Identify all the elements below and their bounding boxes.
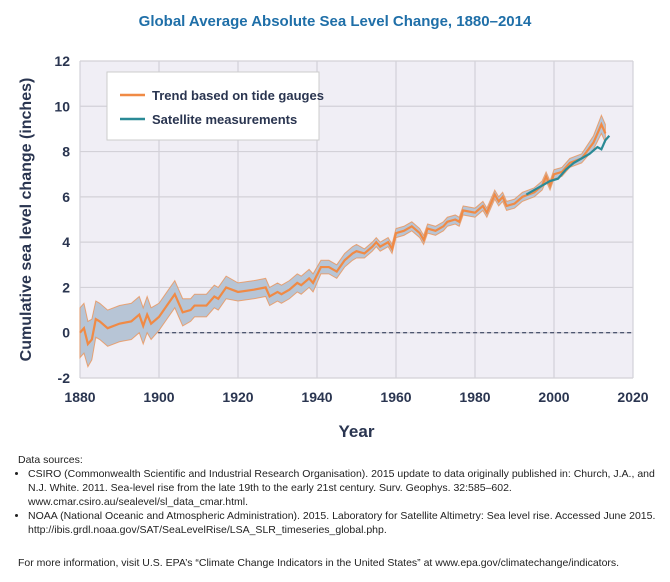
x-tick-label: 2000 bbox=[538, 389, 569, 405]
satellite-line bbox=[525, 134, 611, 196]
footer-note: For more information, visit U.S. EPA’s “… bbox=[18, 557, 620, 569]
y-tick-label: 10 bbox=[54, 98, 70, 114]
y-tick-label: 2 bbox=[62, 279, 70, 295]
x-tick-label: 1880 bbox=[64, 389, 95, 405]
sources-heading: Data sources: bbox=[18, 454, 83, 466]
x-tick-label: 1980 bbox=[459, 389, 490, 405]
y-tick-label: -2 bbox=[58, 370, 71, 386]
legend-box bbox=[106, 71, 320, 141]
legend-label: Trend based on tide gauges bbox=[152, 88, 324, 103]
data-sources: Data sources: CSIRO (Commonwealth Scient… bbox=[18, 453, 658, 537]
y-tick-label: 6 bbox=[62, 189, 70, 205]
y-tick-label: 12 bbox=[54, 53, 70, 69]
x-axis-label: Year bbox=[339, 422, 375, 441]
x-tick-label: 2020 bbox=[617, 389, 648, 405]
y-tick-label: 4 bbox=[62, 234, 70, 250]
x-tick-label: 1900 bbox=[143, 389, 174, 405]
y-axis-label: Cumulative sea level change (inches) bbox=[18, 78, 35, 362]
sea-level-chart: 1880 1900 1920 1940 1960 1980 2000 2020 -2 0 2 4 6 8 1… bbox=[18, 53, 649, 441]
source-item: NOAA (National Oceanic and Atmospheric A… bbox=[28, 509, 658, 537]
chart-title: Global Average Absolute Sea Level Change… bbox=[138, 13, 532, 30]
legend-label: Satellite measurements bbox=[152, 112, 297, 127]
x-tick-label: 1940 bbox=[301, 389, 332, 405]
x-tick-label: 1920 bbox=[222, 389, 253, 405]
y-tick-label: 0 bbox=[62, 325, 70, 341]
tide-gauge-line bbox=[79, 121, 607, 347]
x-tick-label: 1960 bbox=[380, 389, 411, 405]
y-tick-label: 8 bbox=[62, 144, 70, 160]
source-item: CSIRO (Commonwealth Scientific and Indus… bbox=[28, 467, 658, 509]
